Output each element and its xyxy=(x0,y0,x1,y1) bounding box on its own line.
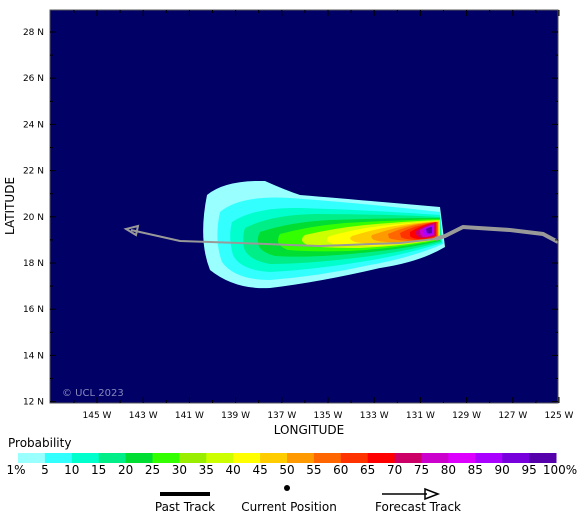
colorbar-tick-label: 15 xyxy=(91,463,107,477)
current-position-symbol xyxy=(284,485,290,491)
colorbar-tick-label: 65 xyxy=(360,463,376,477)
colorbar-swatch xyxy=(448,453,476,463)
colorbar-swatch xyxy=(475,453,503,463)
colorbar-swatch xyxy=(287,453,315,463)
copyright-watermark: © UCL 2023 xyxy=(62,388,124,399)
colorbar-tick-label: 55 xyxy=(306,463,322,477)
colorbar-swatch xyxy=(421,453,449,463)
colorbar-swatch xyxy=(502,453,530,463)
colorbar-tick-label: 45 xyxy=(252,463,268,477)
latitude-ticks xyxy=(50,31,558,403)
colorbar-tick-label: 40 xyxy=(225,463,241,477)
longitude-tick-label: 125 W xyxy=(545,411,574,421)
longitude-tick-label: 143 W xyxy=(129,411,158,421)
colorbar-tick-label: 25 xyxy=(144,463,161,477)
forecast-arrow-icon xyxy=(424,487,441,501)
colorbar-tick-label: 20 xyxy=(117,463,134,477)
longitude-tick-label: 141 W xyxy=(175,411,204,421)
colorbar-tick-label: 90 xyxy=(494,463,510,477)
latitude-labels: 28 N 26 N 24 N 22 N 20 N 18 N 16 N 14 N 12 N xyxy=(23,28,44,408)
colorbar-swatch xyxy=(44,453,73,463)
longitude-ticks xyxy=(73,10,560,403)
past-track-line xyxy=(434,224,559,244)
longitude-tick-label: 131 W xyxy=(406,411,435,421)
colorbar-swatch xyxy=(206,453,234,463)
colorbar-tick-label: 10 xyxy=(64,463,80,477)
latitude-axis-title: LATITUDE xyxy=(3,177,17,235)
latitude-tick-label: 28 N xyxy=(23,28,44,38)
map-frame xyxy=(49,9,559,404)
forecast-arrowhead xyxy=(123,224,140,237)
colorbar-tick-label: 5 xyxy=(41,463,49,477)
colorbar-tick-label: 70 xyxy=(386,463,403,477)
colorbar-swatch xyxy=(233,453,261,463)
colorbar-swatch xyxy=(98,453,127,463)
colorbar-swatch xyxy=(179,453,207,463)
longitude-tick-label: 135 W xyxy=(314,411,343,421)
legend-current-position: Current Position xyxy=(241,500,337,514)
latitude-tick-label: 26 N xyxy=(23,74,44,84)
colorbar-tick-label: 50 xyxy=(279,463,295,477)
colorbar-tick-label: 35 xyxy=(198,463,214,477)
colorbar-swatch xyxy=(18,453,46,463)
longitude-axis-title: LONGITUDE xyxy=(274,423,344,437)
colorbar-tick-label: 60 xyxy=(333,463,349,477)
colorbar-swatch xyxy=(260,453,288,463)
colorbar-swatch xyxy=(340,453,369,463)
longitude-tick-label: 139 W xyxy=(221,411,250,421)
longitude-tick-label: 129 W xyxy=(452,411,481,421)
colorbar-swatch xyxy=(367,453,396,463)
longitude-tick-label: 127 W xyxy=(498,411,527,421)
forecast-track-line xyxy=(130,229,436,248)
colorbar-swatch xyxy=(152,453,180,463)
colorbar-tick-label: 100% xyxy=(542,463,578,477)
probability-colorbar xyxy=(18,453,557,463)
colorbar-tick-label: 30 xyxy=(171,463,188,477)
longitude-labels: 145 W 143 W 141 W 139 W 137 W 135 W 133 W 131 W… xyxy=(83,411,574,421)
colorbar-swatch xyxy=(529,453,557,463)
latitude-tick-label: 24 N xyxy=(23,120,44,130)
colorbar-tick-label: 95 xyxy=(521,463,537,477)
latitude-tick-label: 22 N xyxy=(23,167,44,177)
probability-swath xyxy=(203,180,445,289)
latitude-tick-label: 20 N xyxy=(23,213,44,223)
colorbar-swatch xyxy=(313,453,342,463)
latitude-tick-label: 14 N xyxy=(23,351,44,361)
colorbar-swatch xyxy=(125,453,153,463)
colorbar-tick-label: 1% xyxy=(6,463,26,477)
latitude-tick-label: 16 N xyxy=(23,305,44,315)
latitude-tick-label: 18 N xyxy=(23,259,44,269)
legend-forecast-track: Forecast Track xyxy=(375,500,461,514)
colorbar-tick-label: 80 xyxy=(440,463,457,477)
colorbar-swatch xyxy=(71,453,100,463)
longitude-tick-label: 133 W xyxy=(360,411,389,421)
legend-past-track: Past Track xyxy=(154,500,216,514)
colorbar-tick-label: 75 xyxy=(413,463,430,477)
longitude-tick-label: 145 W xyxy=(83,411,112,421)
probability-title: Probability xyxy=(8,436,72,450)
colorbar-tick-label: 85 xyxy=(467,463,483,477)
colorbar-swatch xyxy=(394,453,422,463)
latitude-tick-label: 12 N xyxy=(23,398,44,408)
longitude-tick-label: 137 W xyxy=(267,411,296,421)
prob-95 xyxy=(426,227,432,234)
